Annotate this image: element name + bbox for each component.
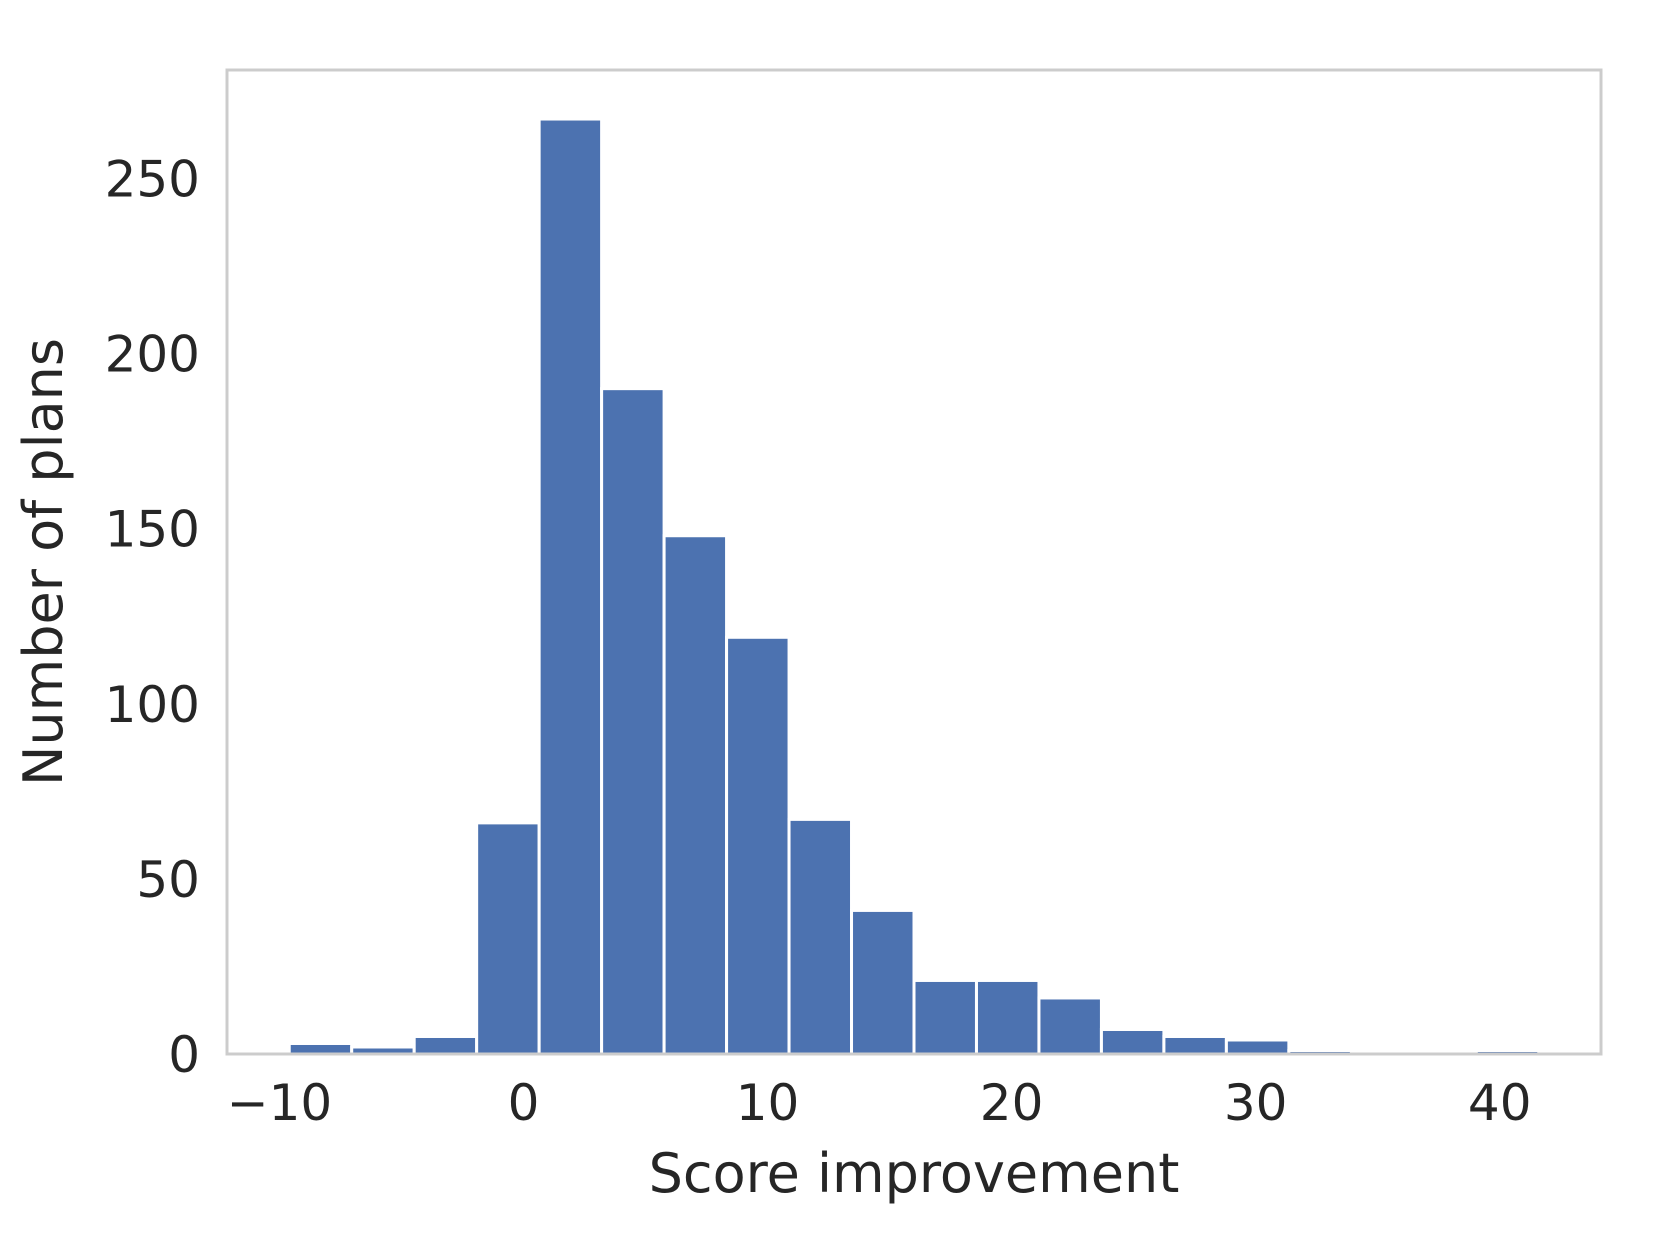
y-tick-label: 200 xyxy=(105,326,200,384)
histogram-bar xyxy=(412,1034,479,1056)
histogram-bar xyxy=(1224,1038,1291,1056)
histogram-bar xyxy=(1099,1027,1166,1056)
y-tick-label: 100 xyxy=(105,676,200,734)
x-tick-label: −10 xyxy=(227,1074,333,1132)
y-tick-label: 0 xyxy=(168,1026,200,1084)
y-tick-label: 50 xyxy=(136,851,200,909)
histogram-bar xyxy=(850,908,916,1056)
y-axis-label: Number of plans xyxy=(12,338,75,786)
histogram-bar xyxy=(287,1041,354,1056)
x-axis-label: Score improvement xyxy=(649,1142,1180,1205)
histogram-bar xyxy=(787,817,854,1056)
histogram-bar xyxy=(974,978,1041,1056)
histogram-bar xyxy=(1162,1034,1228,1056)
x-tick-label: 10 xyxy=(736,1074,800,1132)
histogram-bar xyxy=(725,635,791,1056)
x-tick-label: 30 xyxy=(1224,1074,1288,1132)
histogram-bar xyxy=(662,534,729,1056)
y-tick-label: 150 xyxy=(105,501,200,559)
y-tick-label: 250 xyxy=(105,151,200,209)
x-tick-label: 0 xyxy=(508,1074,540,1132)
histogram-bar xyxy=(537,117,604,1056)
x-tick-label: 20 xyxy=(980,1074,1044,1132)
y-axis-ticks: 0 50 100 150 200 250 xyxy=(105,151,200,1084)
plot-frame xyxy=(225,68,1603,1056)
histogram-bar xyxy=(1037,996,1103,1056)
histogram-bars xyxy=(287,117,1541,1056)
histogram-bar xyxy=(475,821,541,1056)
histogram-bar xyxy=(912,978,978,1056)
x-axis-ticks: −10 0 10 20 30 40 xyxy=(227,1074,1532,1132)
histogram-bar xyxy=(600,387,666,1056)
x-tick-label: 40 xyxy=(1468,1074,1532,1132)
